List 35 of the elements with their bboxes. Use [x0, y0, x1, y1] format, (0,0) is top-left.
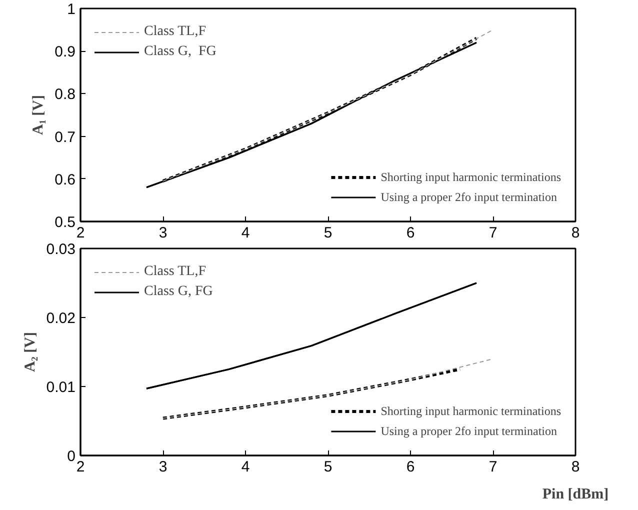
legend-label: Class TL,F	[144, 24, 206, 40]
y-tick-label: 0.7	[54, 128, 76, 146]
legend-label: Shorting input harmonic terminations	[380, 170, 561, 184]
y-tick-label: 0.01	[46, 379, 76, 396]
x-tick-label: 5	[324, 458, 332, 476]
y-tick-label: 0.5	[54, 214, 76, 231]
x-tick-label: 6	[406, 458, 415, 476]
x-tick-label: 6	[406, 224, 415, 242]
y-tick-label: 0.02	[46, 310, 76, 327]
y-tick-label: 0.6	[54, 171, 76, 188]
x-axis-title: Pin [dBm]	[542, 486, 609, 502]
legend-label: Class G, FG	[144, 284, 213, 300]
y-tick-label: 0.9	[54, 44, 76, 61]
x-tick-label: 7	[488, 224, 498, 242]
x-tick-label: 8	[571, 458, 580, 476]
legend-label: Using a proper 2fo input termination	[380, 190, 557, 204]
legend-label: Class G, FG	[144, 44, 216, 60]
x-tick-label: 3	[158, 224, 168, 242]
x-tick-label: 2	[76, 458, 85, 476]
legend-label: Shorting input harmonic terminations	[380, 404, 561, 418]
x-tick-label: 5	[324, 224, 332, 242]
x-tick-label: 4	[241, 458, 250, 476]
y-axis-title: A₂ [V]	[22, 332, 38, 372]
legend-label: Class TL,F	[144, 264, 206, 280]
y-tick-label: 1	[67, 1, 76, 18]
y-tick-label: 0.8	[54, 86, 76, 104]
x-tick-label: 4	[241, 224, 250, 242]
x-tick-label: 8	[571, 224, 580, 242]
legend-label: Using a proper 2fo input termination	[380, 424, 557, 438]
y-tick-label: 0	[67, 448, 76, 465]
x-tick-label: 3	[158, 458, 168, 476]
x-tick-label: 2	[76, 224, 85, 242]
y-axis-title: A₁ [V]	[30, 95, 47, 135]
x-tick-label: 7	[488, 458, 498, 476]
y-tick-label: 0.03	[46, 241, 76, 258]
